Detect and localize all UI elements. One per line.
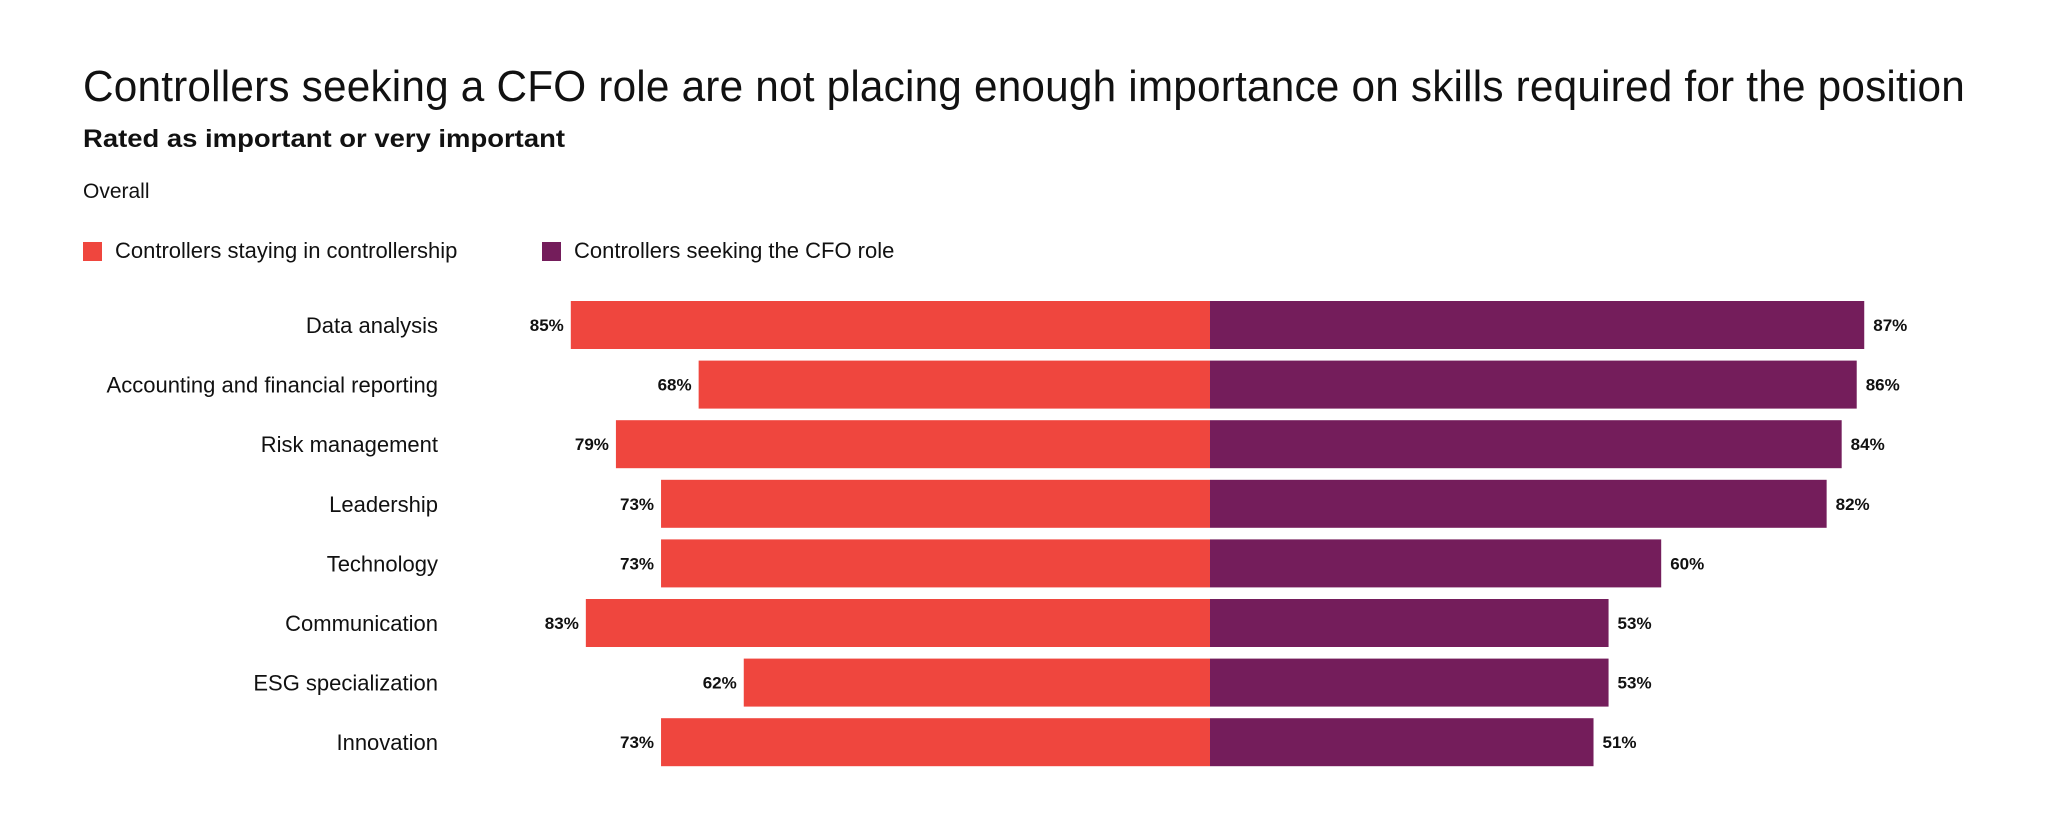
legend-label-staying: Controllers staying in controllership <box>115 238 458 263</box>
value-label-staying: 62% <box>703 674 737 693</box>
bar-staying <box>615 420 1210 469</box>
chart-subtitle: Rated as important or very important <box>83 125 565 153</box>
category-label: Technology <box>327 551 438 576</box>
value-label-seeking: 86% <box>1866 376 1900 395</box>
bar-seeking <box>1210 479 1827 528</box>
value-label-staying: 79% <box>575 435 609 454</box>
legend-swatch-staying <box>83 241 102 261</box>
value-label-seeking: 51% <box>1603 733 1637 752</box>
bar-staying <box>743 658 1210 707</box>
category-label: Communication <box>285 611 438 636</box>
bar-staying <box>661 539 1210 588</box>
bar-staying <box>661 479 1210 528</box>
category-label: Data analysis <box>306 313 438 338</box>
value-label-staying: 85% <box>530 316 564 335</box>
filter-label: Overall <box>83 180 150 203</box>
category-label: ESG specialization <box>253 671 438 696</box>
bar-staying <box>570 301 1210 349</box>
bar-seeking <box>1210 599 1609 647</box>
category-label: Innovation <box>336 730 438 755</box>
bar-seeking <box>1210 301 1865 349</box>
chart-title: Controllers seeking a CFO role are not p… <box>83 62 1965 111</box>
bar-staying <box>585 599 1210 647</box>
category-label: Risk management <box>261 432 438 457</box>
value-label-staying: 83% <box>545 614 579 633</box>
value-label-seeking: 53% <box>1618 614 1652 633</box>
bar-seeking <box>1210 539 1662 588</box>
value-label-seeking: 53% <box>1618 674 1652 693</box>
value-label-staying: 73% <box>620 554 654 573</box>
bar-seeking <box>1210 360 1857 409</box>
legend-label-seeking: Controllers seeking the CFO role <box>574 238 895 263</box>
legend-item-staying: Controllers staying in controllership <box>83 238 457 264</box>
value-label-seeking: 87% <box>1873 316 1907 335</box>
bar-seeking <box>1210 420 1842 469</box>
legend-item-seeking: Controllers seeking the CFO role <box>542 238 894 264</box>
value-label-staying: 68% <box>658 376 692 395</box>
bar-seeking <box>1210 658 1609 707</box>
value-label-staying: 73% <box>620 495 654 514</box>
value-label-staying: 73% <box>620 733 654 752</box>
legend-swatch-seeking <box>542 241 561 261</box>
bar-seeking <box>1210 718 1594 767</box>
bar-staying <box>661 718 1210 767</box>
bar-staying <box>698 360 1210 409</box>
value-label-seeking: 82% <box>1836 495 1870 514</box>
value-label-seeking: 84% <box>1851 435 1885 454</box>
category-label: Leadership <box>329 492 438 517</box>
category-label: Accounting and financial reporting <box>107 373 438 398</box>
value-label-seeking: 60% <box>1670 554 1704 573</box>
